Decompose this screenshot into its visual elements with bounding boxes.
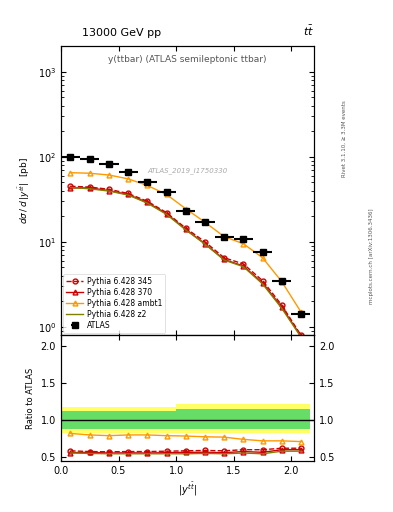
Pythia 6.428 z2 <box>164 211 169 218</box>
Pythia 6.428 370 <box>241 263 246 269</box>
Pythia 6.428 345 <box>164 209 169 216</box>
Text: mcplots.cern.ch [arXiv:1306.3436]: mcplots.cern.ch [arXiv:1306.3436] <box>369 208 374 304</box>
Pythia 6.428 345 <box>222 254 226 261</box>
Text: ATLAS_2019_I1750330: ATLAS_2019_I1750330 <box>147 167 228 174</box>
Pythia 6.428 370 <box>164 210 169 217</box>
Text: Rivet 3.1.10, ≥ 3.3M events: Rivet 3.1.10, ≥ 3.3M events <box>342 100 346 177</box>
Pythia 6.428 345 <box>107 186 111 193</box>
Pythia 6.428 345 <box>279 302 284 308</box>
Pythia 6.428 z2 <box>107 188 111 194</box>
Pythia 6.428 z2 <box>68 184 73 190</box>
Pythia 6.428 370 <box>184 226 188 232</box>
Pythia 6.428 z2 <box>145 200 150 206</box>
Pythia 6.428 370 <box>107 187 111 194</box>
Pythia 6.428 z2 <box>279 305 284 311</box>
Pythia 6.428 370 <box>222 257 226 263</box>
Pythia 6.428 345 <box>145 198 150 204</box>
Pythia 6.428 370 <box>68 185 73 191</box>
Pythia 6.428 345 <box>260 278 265 284</box>
Pythia 6.428 ambt1 <box>145 182 150 188</box>
Pythia 6.428 ambt1 <box>164 191 169 198</box>
Pythia 6.428 370 <box>145 199 150 205</box>
Pythia 6.428 370 <box>202 241 207 247</box>
Pythia 6.428 z2 <box>184 227 188 233</box>
Pythia 6.428 ambt1 <box>68 169 73 176</box>
Pythia 6.428 ambt1 <box>299 309 303 315</box>
Pythia 6.428 370 <box>87 185 92 191</box>
Pythia 6.428 345 <box>241 261 246 267</box>
Pythia 6.428 370 <box>299 333 303 339</box>
Pythia 6.428 345 <box>184 225 188 231</box>
Pythia 6.428 ambt1 <box>107 172 111 178</box>
Line: Pythia 6.428 z2: Pythia 6.428 z2 <box>70 187 301 337</box>
Pythia 6.428 z2 <box>260 281 265 287</box>
Legend: Pythia 6.428 345, Pythia 6.428 370, Pythia 6.428 ambt1, Pythia 6.428 z2, ATLAS: Pythia 6.428 345, Pythia 6.428 370, Pyth… <box>63 274 165 333</box>
Text: $t\bar{t}$: $t\bar{t}$ <box>303 24 314 38</box>
Pythia 6.428 ambt1 <box>202 219 207 225</box>
Pythia 6.428 z2 <box>87 186 92 192</box>
X-axis label: $|y^{t\bar{t}}|$: $|y^{t\bar{t}}|$ <box>178 481 197 499</box>
Pythia 6.428 345 <box>126 190 130 197</box>
Pythia 6.428 370 <box>260 280 265 286</box>
Pythia 6.428 ambt1 <box>222 233 226 240</box>
Pythia 6.428 z2 <box>241 264 246 270</box>
Pythia 6.428 ambt1 <box>184 206 188 212</box>
Pythia 6.428 ambt1 <box>126 176 130 182</box>
Text: y(ttbar) (ATLAS semileptonic ttbar): y(ttbar) (ATLAS semileptonic ttbar) <box>108 55 267 64</box>
Line: Pythia 6.428 370: Pythia 6.428 370 <box>68 185 303 338</box>
Pythia 6.428 z2 <box>299 334 303 340</box>
Pythia 6.428 345 <box>202 239 207 245</box>
Pythia 6.428 345 <box>68 183 73 189</box>
Pythia 6.428 z2 <box>202 241 207 247</box>
Pythia 6.428 ambt1 <box>241 241 246 247</box>
Pythia 6.428 370 <box>126 191 130 198</box>
Y-axis label: Ratio to ATLAS: Ratio to ATLAS <box>26 367 35 429</box>
Pythia 6.428 345 <box>87 184 92 190</box>
Line: Pythia 6.428 345: Pythia 6.428 345 <box>68 184 303 337</box>
Pythia 6.428 ambt1 <box>279 279 284 285</box>
Line: Pythia 6.428 ambt1: Pythia 6.428 ambt1 <box>68 170 303 314</box>
Pythia 6.428 z2 <box>126 192 130 198</box>
Pythia 6.428 z2 <box>222 257 226 263</box>
Pythia 6.428 ambt1 <box>87 170 92 176</box>
Pythia 6.428 370 <box>279 304 284 310</box>
Y-axis label: $d\sigma\,/\,d\,|y^{t\bar{t}}|$  [pb]: $d\sigma\,/\,d\,|y^{t\bar{t}}|$ [pb] <box>17 157 32 224</box>
Text: 13000 GeV pp: 13000 GeV pp <box>82 28 162 38</box>
Pythia 6.428 345 <box>299 332 303 338</box>
Pythia 6.428 ambt1 <box>260 254 265 261</box>
